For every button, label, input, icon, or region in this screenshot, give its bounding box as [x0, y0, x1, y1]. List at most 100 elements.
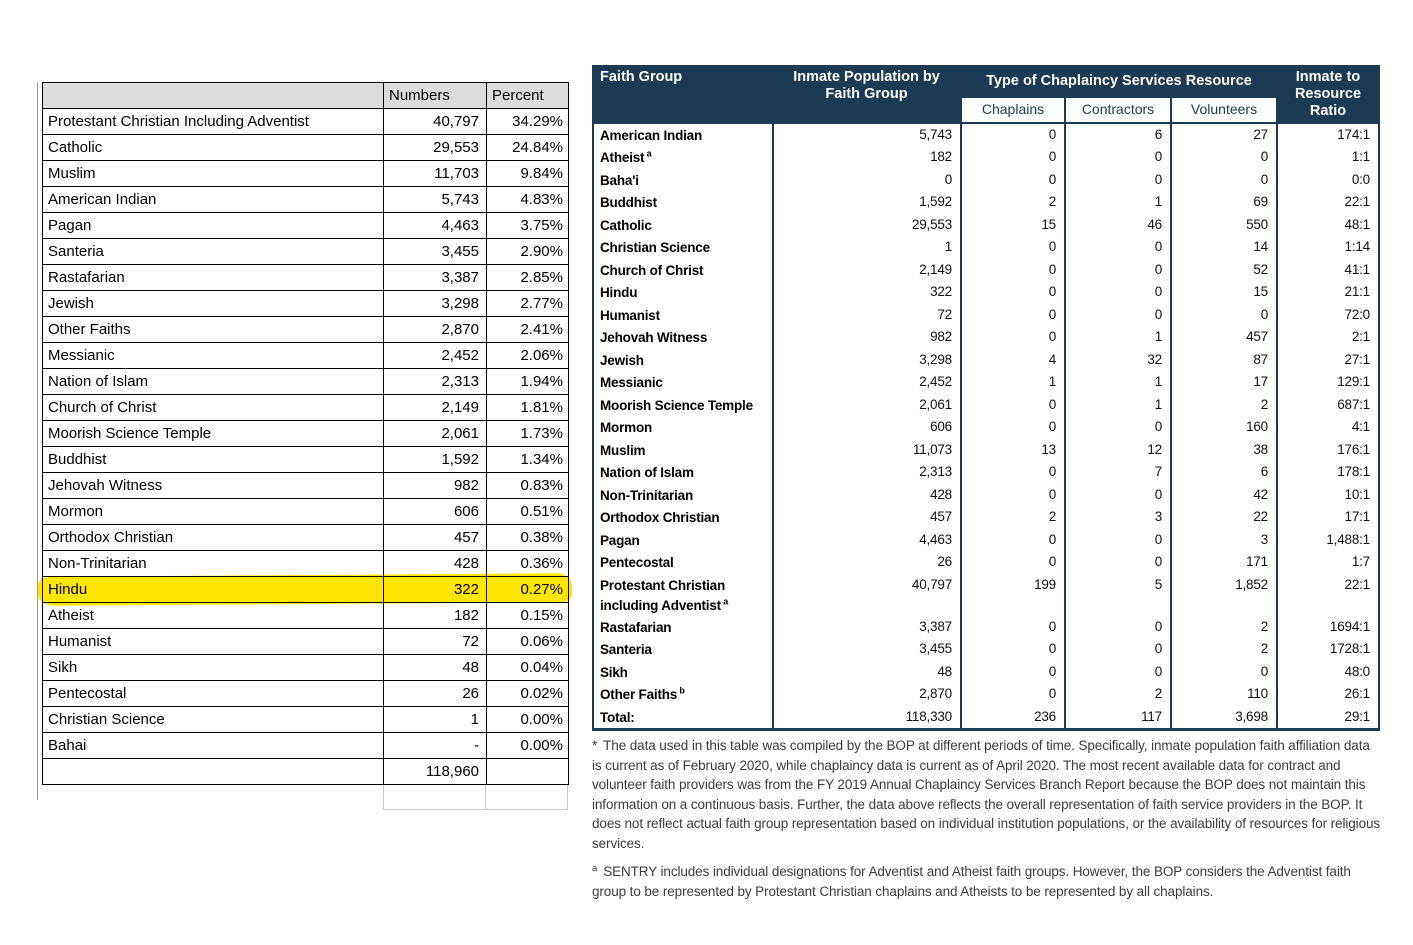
report-row: Moorish Science Temple 2,061 0 1 2 687:1	[592, 393, 1380, 416]
cell-percent: 0.27%	[486, 576, 569, 603]
cell-percent: 34.29%	[486, 108, 569, 135]
left-table-row: Jehovah Witness 982 0.83%	[42, 472, 569, 499]
report-row: Baha'i 0 0 0 0 0:0	[592, 168, 1380, 191]
left-table-row: Humanist 72 0.06%	[42, 628, 569, 655]
report-row: American Indian 5,743 0 6 27 174:1	[592, 122, 1380, 146]
cell-ratio: 1,488:1	[1276, 528, 1380, 551]
cell-volunteers: 110	[1170, 683, 1278, 706]
cell-contractors: 0	[1064, 660, 1172, 683]
cell-faith-name	[42, 758, 384, 785]
cell-contractors: 1	[1064, 326, 1172, 349]
cell-volunteers: 15	[1170, 281, 1278, 304]
cell-numbers: 428	[383, 550, 487, 577]
cell-ratio: 0:0	[1276, 168, 1380, 191]
cell-percent: 0.83%	[486, 472, 569, 499]
cell-faith-name: Hindu	[592, 281, 774, 304]
cell-percent: 9.84%	[486, 160, 569, 187]
cell-faith-name: Hindu	[42, 576, 384, 603]
cell-chaplains: 0	[960, 638, 1066, 661]
cell-faith-name: Jehovah Witness	[592, 326, 774, 349]
report-row: Humanist 72 0 0 0 72:0	[592, 303, 1380, 326]
cell-population: 72	[772, 303, 962, 326]
cell-faith-name: Santeria	[42, 238, 384, 265]
cell-contractors: 0	[1064, 303, 1172, 326]
cell-faith-name: Jewish	[592, 348, 774, 371]
cell-ratio: 22:1	[1276, 191, 1380, 214]
cell-faith-name: Buddhist	[42, 446, 384, 473]
cell-population: 26	[772, 551, 962, 574]
report-row: Sikh 48 0 0 0 48:0	[592, 660, 1380, 683]
cell-chaplains: 0	[960, 146, 1066, 169]
cell-faith-name: Catholic	[42, 134, 384, 161]
cell-population: 322	[772, 281, 962, 304]
cell-faith-name: Rastafarian	[592, 615, 774, 638]
cell-faith-name: Mormon	[592, 416, 774, 439]
footnote-a-text: SENTRY includes individual designations …	[592, 864, 1351, 899]
header-resource-type: Type of Chaplaincy Services Resource	[961, 66, 1277, 97]
cell-percent: 1.94%	[486, 368, 569, 395]
header-inmate-resource-ratio: Inmate to Resource Ratio	[1277, 66, 1379, 123]
cell-faith-name: Muslim	[592, 438, 774, 461]
cell-population: 2,452	[772, 371, 962, 394]
cell-faith-name: Messianic	[592, 371, 774, 394]
cell-faith-name: Sikh	[592, 660, 774, 683]
cell-volunteers: 171	[1170, 551, 1278, 574]
cell-numbers: 5,743	[383, 186, 487, 213]
cell-chaplains: 199	[960, 573, 1066, 616]
cell-faith-name: Sikh	[42, 654, 384, 681]
cell-volunteers: 69	[1170, 191, 1278, 214]
cell-faith-name: Muslim	[42, 160, 384, 187]
cell-ratio: 4:1	[1276, 416, 1380, 439]
cell-ratio: 1:7	[1276, 551, 1380, 574]
cell-chaplains: 0	[960, 660, 1066, 683]
cell-population: 457	[772, 506, 962, 529]
cell-volunteers: 0	[1170, 303, 1278, 326]
report-row: Protestant Christian including Adventist…	[592, 573, 1380, 616]
cell-chaplains: 0	[960, 168, 1066, 191]
cell-percent: 2.85%	[486, 264, 569, 291]
cell-population: 2,870	[772, 683, 962, 706]
cell-chaplains: 15	[960, 213, 1066, 236]
cell-numbers: 2,313	[383, 368, 487, 395]
cell-population: 3,298	[772, 348, 962, 371]
header-chaplains: Chaplains	[960, 95, 1066, 125]
cell-volunteers: 17	[1170, 371, 1278, 394]
left-table-row: Non-Trinitarian 428 0.36%	[42, 550, 569, 577]
left-table-row: Hindu 322 0.27%	[42, 576, 569, 603]
cell-faith-name: Santeria	[592, 638, 774, 661]
cell-volunteers: 38	[1170, 438, 1278, 461]
cell-numbers: 29,553	[383, 134, 487, 161]
cell-chaplains: 4	[960, 348, 1066, 371]
cell-volunteers: 1,852	[1170, 573, 1278, 616]
left-table-row: Mormon 606 0.51%	[42, 498, 569, 525]
report-row: Pagan 4,463 0 0 3 1,488:1	[592, 528, 1380, 551]
cell-numbers: 11,703	[383, 160, 487, 187]
cell-numbers: 26	[383, 680, 487, 707]
cell-chaplains: 2	[960, 506, 1066, 529]
cell-numbers: 3,455	[383, 238, 487, 265]
cell-chaplains: 2	[960, 191, 1066, 214]
left-table-row: Orthodox Christian 457 0.38%	[42, 524, 569, 551]
cell-contractors: 7	[1064, 461, 1172, 484]
cell-faith-name: Pagan	[42, 212, 384, 239]
cell-percent: 2.06%	[486, 342, 569, 369]
cell-ratio: 129:1	[1276, 371, 1380, 394]
cell-contractors: 0	[1064, 615, 1172, 638]
cell-percent: 2.41%	[486, 316, 569, 343]
report-row: Rastafarian 3,387 0 0 2 1694:1	[592, 615, 1380, 638]
cell-numbers: 2,149	[383, 394, 487, 421]
cell-faith-name: Other Faiths b	[592, 683, 774, 706]
cell-contractors: 0	[1064, 258, 1172, 281]
cell-ratio: 72:0	[1276, 303, 1380, 326]
cell-percent: 3.75%	[486, 212, 569, 239]
footnote-reference: b	[677, 685, 685, 696]
cell-faith-name: Non-Trinitarian	[42, 550, 384, 577]
cell-chaplains: 0	[960, 528, 1066, 551]
cell-volunteers: 42	[1170, 483, 1278, 506]
cell-faith-name: Bahai	[42, 732, 384, 759]
cell-chaplains: 0	[960, 461, 1066, 484]
report-row: Christian Science 1 0 0 14 1:14	[592, 236, 1380, 259]
cell-percent: 2.90%	[486, 238, 569, 265]
cell-population: 1,592	[772, 191, 962, 214]
report-row: Santeria 3,455 0 0 2 1728:1	[592, 638, 1380, 661]
